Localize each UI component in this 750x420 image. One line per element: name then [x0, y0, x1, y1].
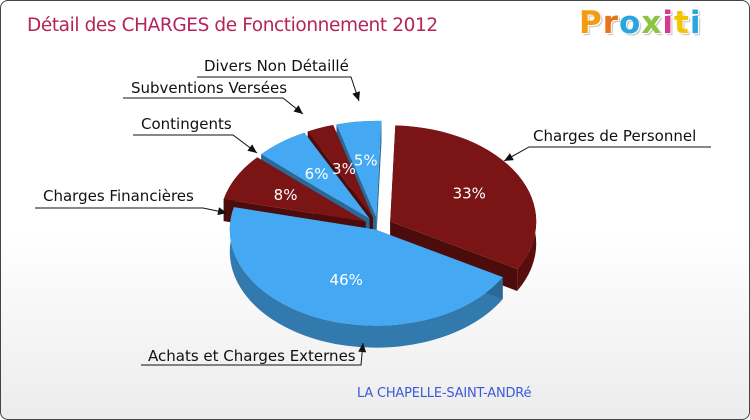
leader-line-4: [123, 97, 304, 115]
pct-label-0: 33%: [453, 184, 486, 202]
leader-line-0: [503, 146, 711, 162]
pct-label-5: 5%: [354, 152, 378, 170]
pct-label-1: 46%: [330, 271, 363, 289]
leader-arrow-0: [504, 153, 514, 161]
logo-letter: P: [579, 5, 603, 41]
slice-2[interactable]: [223, 157, 366, 222]
logo-letter: i: [662, 5, 674, 41]
slice-0[interactable]: [390, 125, 537, 269]
leader-arrow-3: [247, 144, 257, 153]
commune-name: LA CHAPELLE-SAINT-ANDRé: [357, 386, 532, 401]
slice-3[interactable]: [261, 132, 370, 219]
chart-title: Détail des CHARGES de Fonctionnement 201…: [27, 15, 438, 36]
pct-label-3: 6%: [305, 165, 329, 183]
slice-side-1: [229, 207, 503, 348]
leader-arrow-1: [358, 343, 367, 353]
pct-label-2: 8%: [274, 186, 298, 204]
leader-arrow-4: [293, 105, 303, 114]
leader-line-2: [35, 207, 228, 214]
logo-letter: x: [641, 5, 663, 41]
logo-letter: t: [673, 5, 690, 41]
slice-label-4: Subventions Versées: [131, 79, 287, 97]
logo-letter: i: [689, 5, 702, 41]
leader-arrow-2: [217, 207, 227, 216]
leader-arrow-5: [352, 91, 360, 101]
slice-5[interactable]: [336, 120, 382, 217]
leader-line-3: [133, 134, 258, 154]
slice-edge-5-1: [376, 120, 382, 239]
slice-4[interactable]: [307, 125, 373, 218]
slice-label-5: Divers Non Détaillé: [204, 57, 349, 75]
slice-1[interactable]: [229, 207, 503, 326]
pct-label-4: 3%: [332, 160, 356, 178]
slice-label-3: Contingents: [141, 115, 232, 133]
slice-label-1: Achats et Charges Externes: [148, 347, 356, 365]
slice-label-2: Charges Financières: [43, 187, 194, 205]
proxiti-logo[interactable]: Proxiti: [579, 5, 701, 41]
logo-letter: o: [619, 5, 642, 41]
slice-label-0: Charges de Personnel: [533, 127, 696, 145]
logo-letter: r: [602, 5, 620, 41]
